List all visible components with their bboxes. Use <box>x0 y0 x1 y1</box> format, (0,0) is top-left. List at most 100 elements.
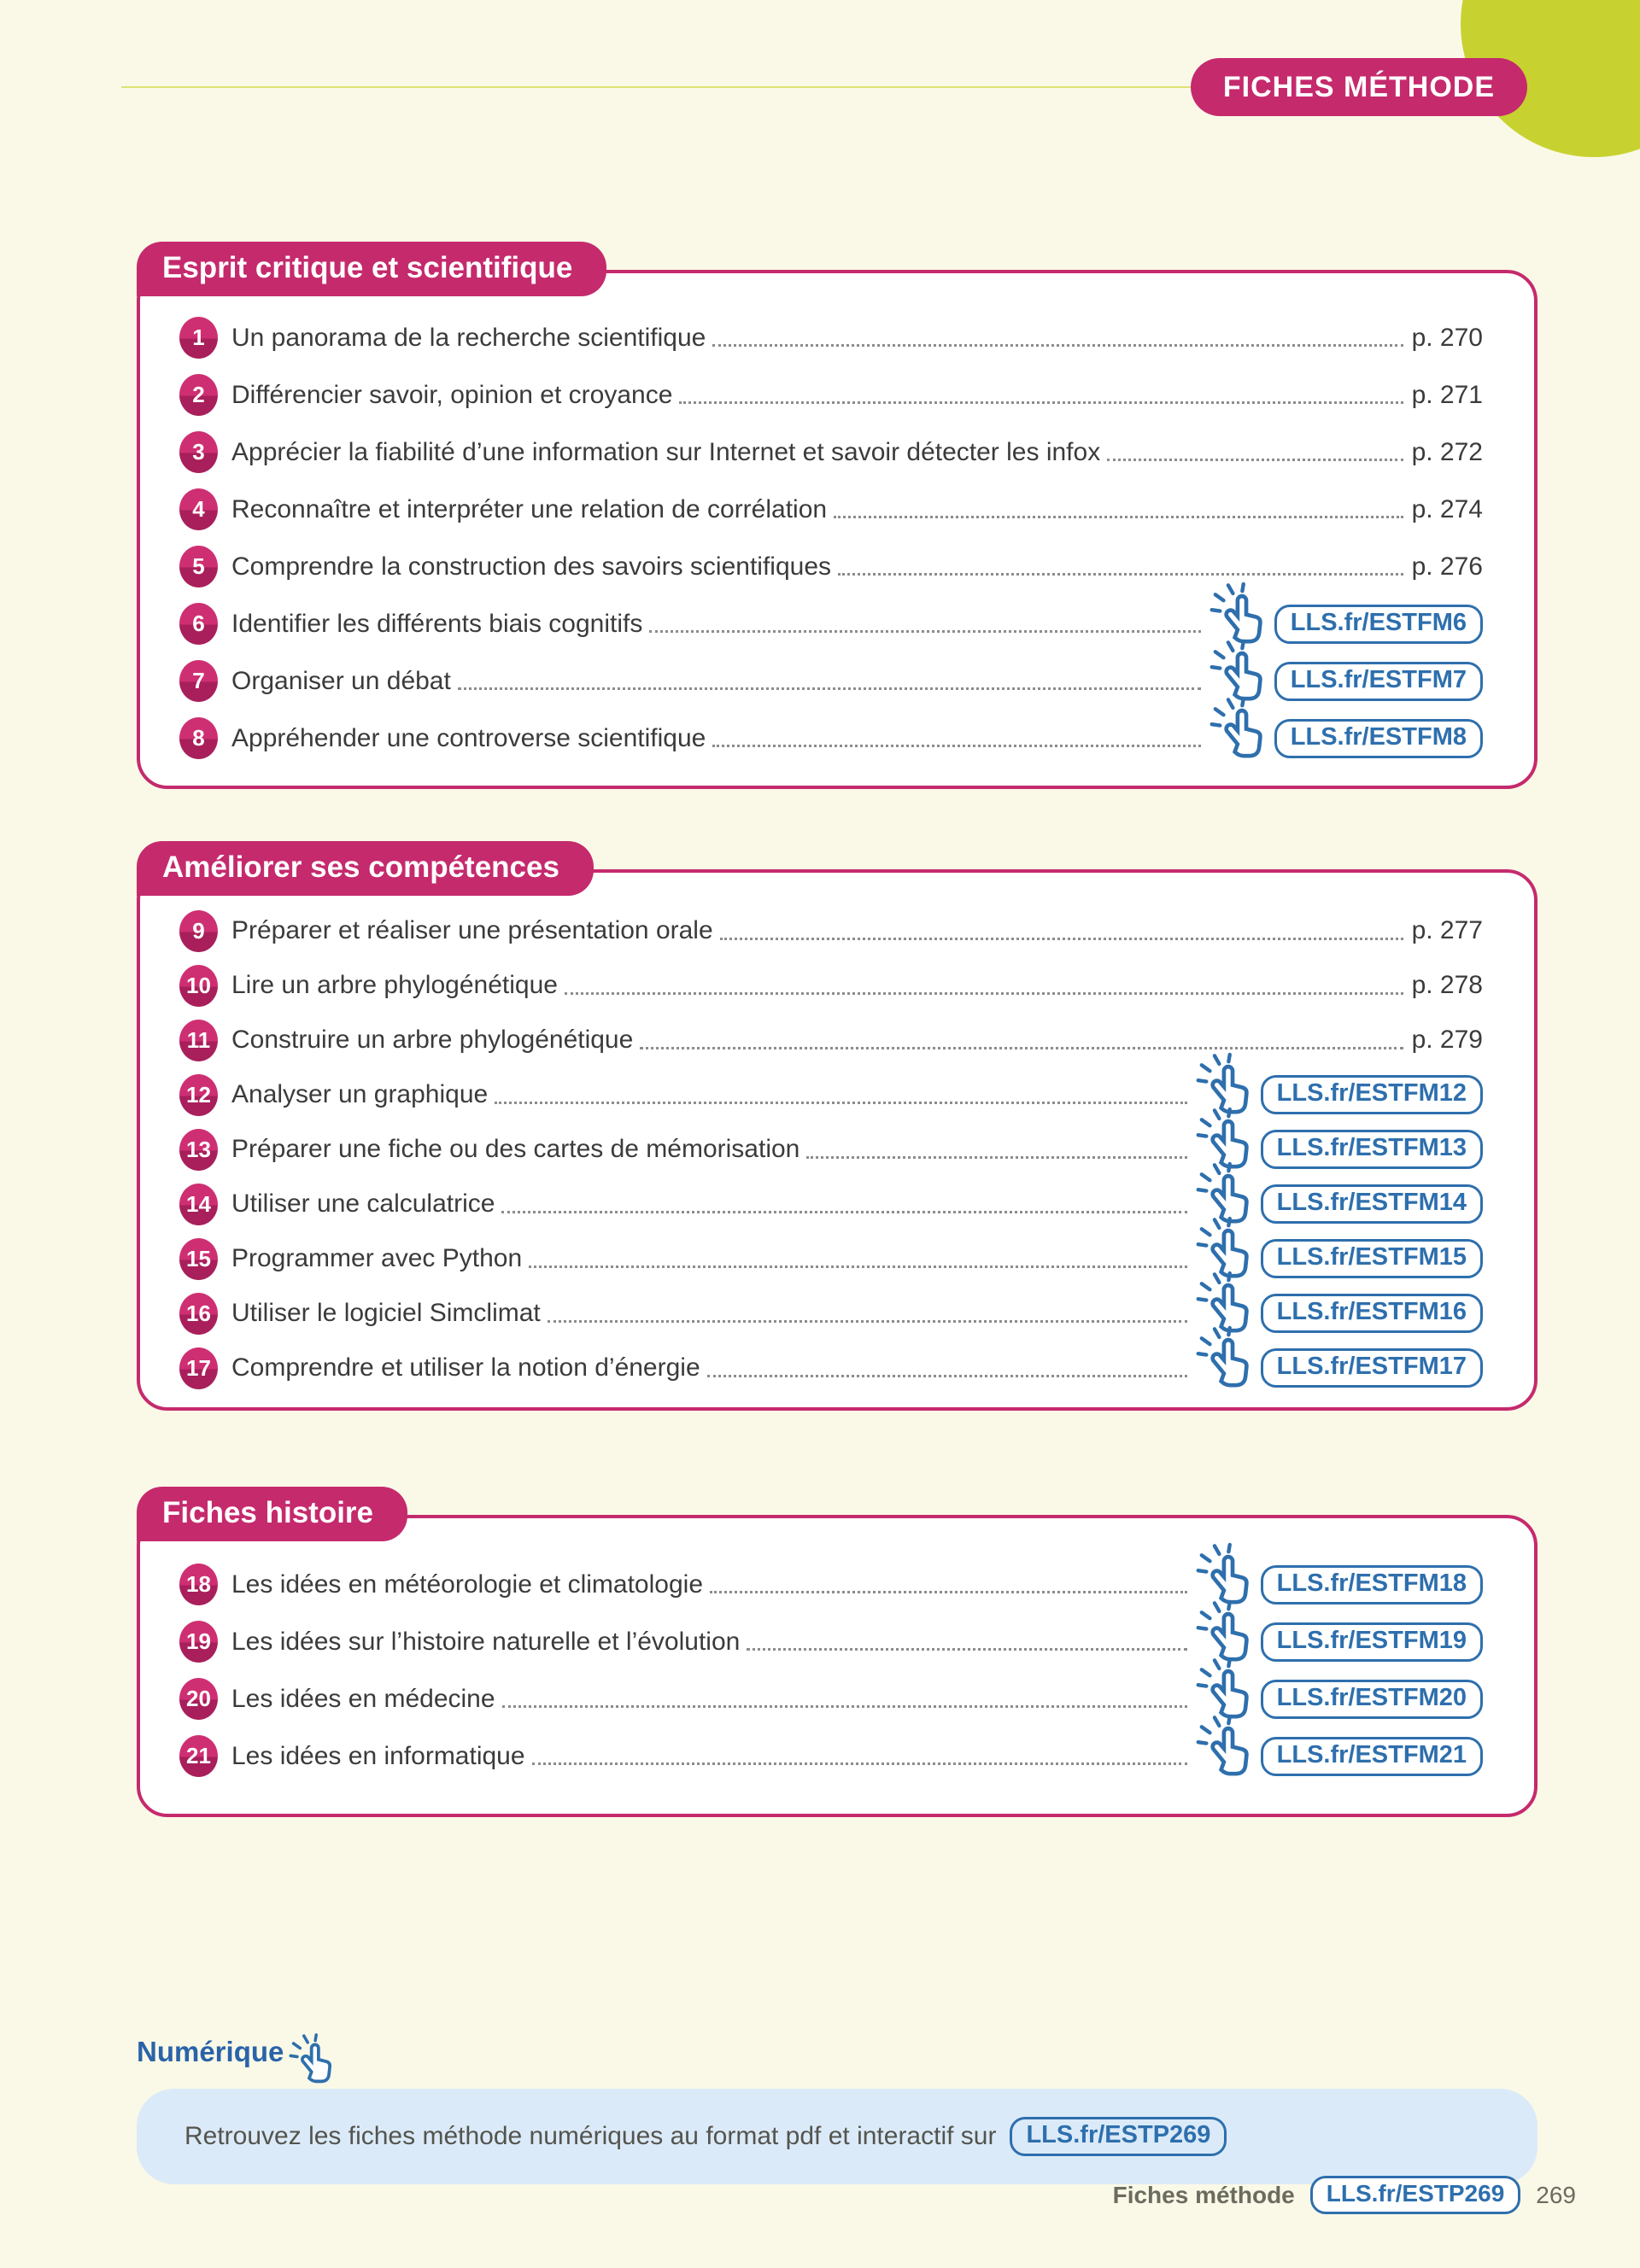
numerique-title: Numérique <box>137 2036 284 2067</box>
item-number-badge: 9 <box>179 909 218 952</box>
numerique-link-pill[interactable]: LLS.fr/ESTP269 <box>1010 2117 1227 2156</box>
numerique-heading: Numérique <box>137 2031 342 2087</box>
toc-row: 15 Programmer avec Python LLS.fr/ESTFM15 <box>179 1216 1483 1286</box>
item-title: Analyser un graphique <box>231 1080 489 1108</box>
page-reference: p. 279 <box>1411 1026 1483 1054</box>
item-title: Préparer une fiche ou des cartes de mémo… <box>231 1135 800 1163</box>
toc-row: 2 Différencier savoir, opinion et croyan… <box>179 366 1483 424</box>
numerique-box: Retrouvez les fiches méthode numériques … <box>137 2089 1538 2184</box>
toc-row: 3 Apprécier la fiabilité d’une informati… <box>179 424 1483 481</box>
lls-link-pill[interactable]: LLS.fr/ESTFM6 <box>1274 604 1483 644</box>
section-esprit-critique: Esprit critique et scientifique 1 Un pan… <box>137 242 1538 789</box>
item-title: Reconnaître et interpréter une relation … <box>231 494 828 523</box>
toc-row: 8 Appréhender une controverse scientifiq… <box>179 696 1483 767</box>
item-title: Identifier les différents biais cognitif… <box>231 609 643 638</box>
item-number-badge: 8 <box>179 717 218 759</box>
lls-link-pill[interactable]: LLS.fr/ESTFM13 <box>1260 1130 1483 1169</box>
link-group: LLS.fr/ESTFM21 <box>1196 1714 1483 1792</box>
lls-link-pill[interactable]: LLS.fr/ESTFM15 <box>1260 1239 1483 1278</box>
toc-row: 14 Utiliser une calculatrice LLS.fr/ESTF… <box>179 1161 1483 1231</box>
dotted-leader <box>806 1155 1187 1159</box>
click-hand-icon <box>1210 696 1262 757</box>
toc-row: 7 Organiser un débat LLS.fr/ESTFM7 <box>179 639 1483 710</box>
dotted-leader <box>531 1762 1187 1765</box>
link-group: LLS.fr/ESTFM7 <box>1210 639 1483 716</box>
toc-row: 6 Identifier les différents biais cognit… <box>179 582 1483 652</box>
dotted-leader <box>1107 459 1403 461</box>
item-title: Les idées en médecine <box>231 1684 495 1713</box>
toc-row: 9 Préparer et réaliser une présentation … <box>179 903 1483 958</box>
lls-link-pill[interactable]: LLS.fr/ESTFM16 <box>1260 1294 1483 1333</box>
page-reference: p. 278 <box>1411 971 1483 999</box>
item-number-badge: 6 <box>179 603 218 645</box>
section-tab-esprit-critique: Esprit critique et scientifique <box>137 242 607 296</box>
dotted-leader <box>712 745 1201 747</box>
item-number-badge: 4 <box>179 488 218 530</box>
footer-label: Fiches méthode <box>1112 2181 1295 2208</box>
item-number-badge: 20 <box>179 1678 218 1720</box>
click-hand-icon <box>1196 1599 1249 1661</box>
page-reference: p. 274 <box>1411 494 1483 523</box>
toc-row: 20 Les idées en médecine LLS.fr/ESTFM20 <box>179 1657 1483 1727</box>
item-title: Les idées en informatique <box>231 1741 525 1770</box>
toc-row: 1 Un panorama de la recherche scientifiq… <box>179 309 1483 366</box>
item-title: Programmer avec Python <box>231 1244 523 1272</box>
lls-link-pill[interactable]: LLS.fr/ESTFM20 <box>1260 1679 1483 1719</box>
item-number-badge: 16 <box>179 1292 218 1335</box>
lls-link-pill[interactable]: LLS.fr/ESTFM17 <box>1260 1348 1483 1388</box>
link-group: LLS.fr/ESTFM18 <box>1196 1542 1483 1620</box>
dotted-leader <box>649 630 1201 633</box>
toc-row: 10 Lire un arbre phylogénétique p. 278 <box>179 958 1483 1013</box>
item-number-badge: 5 <box>179 546 218 587</box>
item-title: Utiliser une calculatrice <box>231 1190 495 1218</box>
toc-row: 18 Les idées en météorologie et climatol… <box>179 1542 1483 1613</box>
lls-link-pill[interactable]: LLS.fr/ESTFM19 <box>1260 1622 1483 1662</box>
click-hand-icon <box>1196 1325 1249 1388</box>
page-reference: p. 271 <box>1411 380 1483 409</box>
click-hand-icon <box>1196 1714 1249 1775</box>
toc-row: 13 Préparer une fiche ou des cartes de m… <box>179 1107 1483 1177</box>
click-hand-icon <box>1210 639 1262 700</box>
item-title: Comprendre la construction des savoirs s… <box>231 552 831 581</box>
dotted-leader <box>457 687 1201 690</box>
toc-row: 11 Construire un arbre phylogénétique p.… <box>179 1013 1483 1067</box>
dotted-leader <box>719 937 1403 940</box>
lls-link-pill[interactable]: LLS.fr/ESTFM7 <box>1274 661 1483 701</box>
lls-link-pill[interactable]: LLS.fr/ESTFM12 <box>1260 1075 1483 1114</box>
item-number-badge: 17 <box>179 1347 218 1389</box>
section-box: 1 Un panorama de la recherche scientifiq… <box>137 270 1538 789</box>
item-title: Organiser un débat <box>231 666 451 695</box>
item-number-badge: 13 <box>179 1128 218 1171</box>
footer-link-pill[interactable]: LLS.fr/ESTP269 <box>1309 2176 1521 2214</box>
lls-link-pill[interactable]: LLS.fr/ESTFM18 <box>1260 1564 1483 1605</box>
link-group: LLS.fr/ESTFM8 <box>1210 696 1483 774</box>
item-number-badge: 11 <box>179 1019 218 1061</box>
section-fiches-histoire: Fiches histoire 18 Les idées en météorol… <box>137 1487 1538 1817</box>
page-title-badge: FICHES MÉTHODE <box>1190 58 1527 116</box>
dotted-leader <box>679 401 1403 404</box>
link-group: LLS.fr/ESTFM14 <box>1196 1161 1483 1239</box>
lls-link-pill[interactable]: LLS.fr/ESTFM8 <box>1274 718 1483 758</box>
toc-row: 5 Comprendre la construction des savoirs… <box>179 538 1483 595</box>
dotted-leader <box>529 1265 1187 1268</box>
item-title: Différencier savoir, opinion et croyance <box>231 380 673 409</box>
lls-link-pill[interactable]: LLS.fr/ESTFM14 <box>1260 1184 1483 1224</box>
dotted-leader <box>747 1648 1187 1651</box>
page-reference: p. 277 <box>1411 916 1483 944</box>
section-tab-fiches-histoire: Fiches histoire <box>137 1487 408 1541</box>
footer: Fiches méthode LLS.fr/ESTP269 269 <box>1113 2176 1576 2214</box>
link-group: LLS.fr/ESTFM20 <box>1196 1657 1483 1734</box>
toc-row: 4 Reconnaître et interpréter une relatio… <box>179 481 1483 538</box>
toc-row: 12 Analyser un graphique LLS.fr/ESTFM12 <box>179 1052 1483 1122</box>
link-group: LLS.fr/ESTFM16 <box>1196 1271 1483 1348</box>
lls-link-pill[interactable]: LLS.fr/ESTFM21 <box>1260 1736 1483 1776</box>
toc-row: 19 Les idées sur l’histoire naturelle et… <box>179 1599 1483 1670</box>
item-title: Les idées en météorologie et climatologi… <box>231 1569 703 1599</box>
item-title: Comprendre et utiliser la notion d’énerg… <box>231 1353 700 1382</box>
section-box: 9 Préparer et réaliser une présentation … <box>137 869 1538 1411</box>
toc-row: 16 Utiliser le logiciel Simclimat LLS.fr… <box>179 1271 1483 1341</box>
dotted-leader <box>640 1046 1403 1049</box>
click-hand-icon <box>289 2033 332 2084</box>
item-title: Utiliser le logiciel Simclimat <box>231 1299 541 1327</box>
dotted-leader <box>712 344 1403 347</box>
